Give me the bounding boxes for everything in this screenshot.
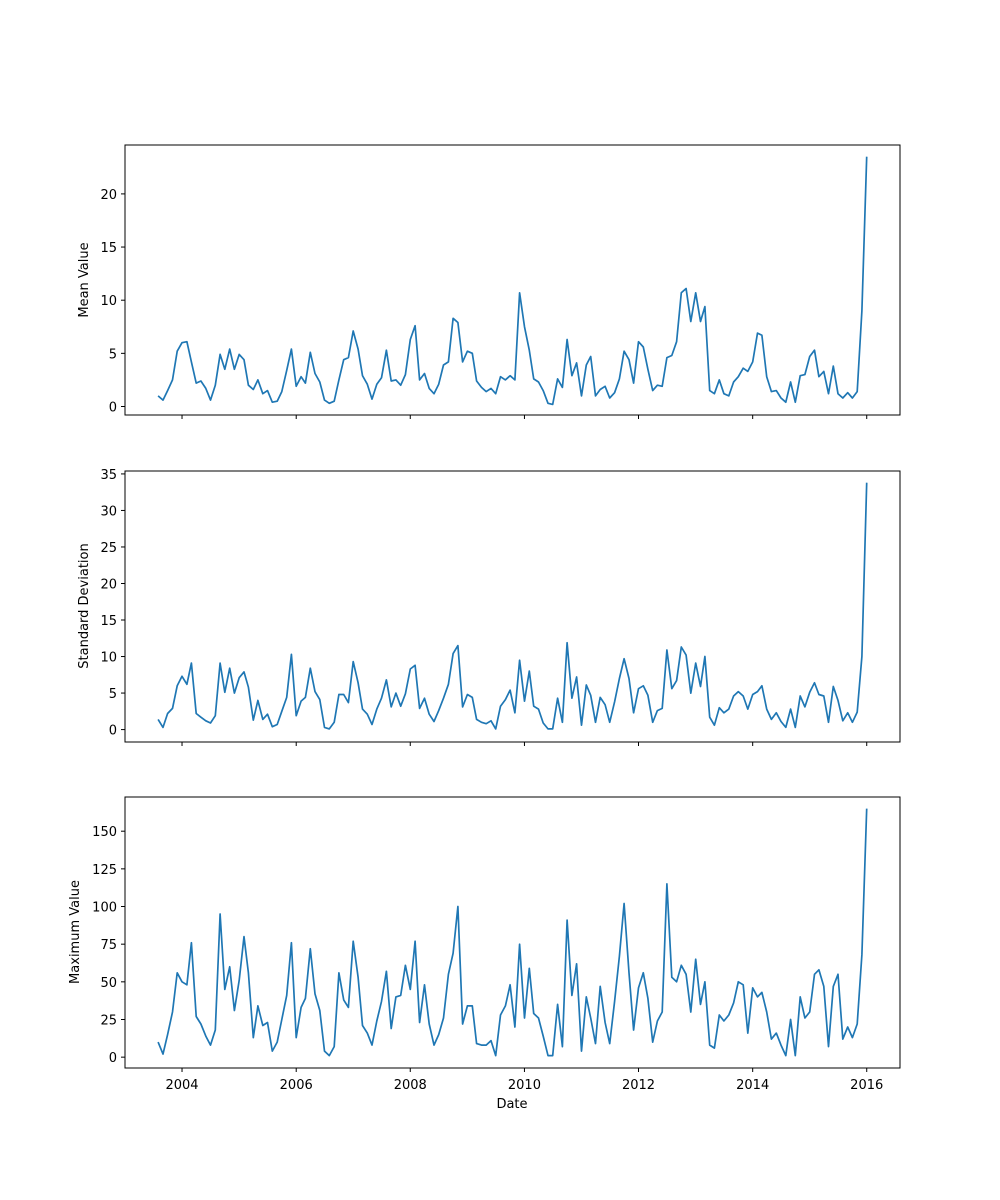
mean-value-y-axis-label: Mean Value bbox=[77, 242, 92, 317]
standard-deviation-y-tick-label: 15 bbox=[100, 614, 117, 629]
x-tick-label: 2012 bbox=[622, 1078, 655, 1093]
mean-value-y-tick-label: 10 bbox=[100, 294, 117, 309]
mean-value-series-line bbox=[157, 156, 868, 406]
x-tick-label: 2006 bbox=[280, 1078, 313, 1093]
maximum-value-y-tick-label: 75 bbox=[100, 938, 117, 953]
maximum-value-y-tick-label: 50 bbox=[100, 976, 117, 991]
standard-deviation-y-tick-label: 30 bbox=[100, 504, 117, 519]
standard-deviation-y-tick-label: 0 bbox=[109, 724, 117, 739]
mean-value-y-tick-label: 5 bbox=[109, 347, 117, 362]
standard-deviation-panel: Standard Deviation 0 5 10 15 20 25 30 35 bbox=[77, 468, 901, 746]
x-axis-label: Date bbox=[496, 1097, 527, 1112]
standard-deviation-y-tick-label: 5 bbox=[109, 687, 117, 702]
maximum-value-y-tick-label: 125 bbox=[92, 863, 117, 878]
maximum-value-y-tick-label: 25 bbox=[100, 1013, 117, 1028]
x-tick-label: 2008 bbox=[394, 1078, 427, 1093]
standard-deviation-y-tick-label: 25 bbox=[100, 541, 117, 556]
standard-deviation-y-tick-label: 10 bbox=[100, 651, 117, 666]
maximum-value-series-line bbox=[157, 808, 868, 1057]
mean-value-panel: Mean Value 0 5 10 15 20 bbox=[77, 144, 901, 419]
standard-deviation-plot-frame bbox=[124, 470, 901, 743]
standard-deviation-y-axis-label: Standard Deviation bbox=[77, 543, 92, 668]
maximum-value-panel: Maximum Value 0 25 50 75 100 125 150 2004 2006 20… bbox=[68, 796, 901, 1093]
standard-deviation-y-tick-label: 20 bbox=[100, 577, 117, 592]
mean-value-y-tick-label: 15 bbox=[100, 241, 117, 256]
maximum-value-y-tick-label: 100 bbox=[92, 901, 117, 916]
x-tick-label: 2014 bbox=[736, 1078, 769, 1093]
standard-deviation-y-tick-label: 35 bbox=[100, 468, 117, 483]
maximum-value-plot-frame bbox=[124, 796, 901, 1069]
mean-value-y-tick-label: 20 bbox=[100, 188, 117, 203]
standard-deviation-series-line bbox=[157, 482, 868, 730]
mean-value-y-tick-label: 0 bbox=[109, 400, 117, 415]
x-tick-label: 2010 bbox=[508, 1078, 541, 1093]
maximum-value-y-tick-label: 0 bbox=[109, 1051, 117, 1066]
x-tick-label: 2004 bbox=[165, 1078, 198, 1093]
mean-value-plot-frame bbox=[124, 144, 901, 416]
x-tick-label: 2016 bbox=[850, 1078, 883, 1093]
maximum-value-y-axis-label: Maximum Value bbox=[68, 880, 83, 984]
maximum-value-y-tick-label: 150 bbox=[92, 825, 117, 840]
